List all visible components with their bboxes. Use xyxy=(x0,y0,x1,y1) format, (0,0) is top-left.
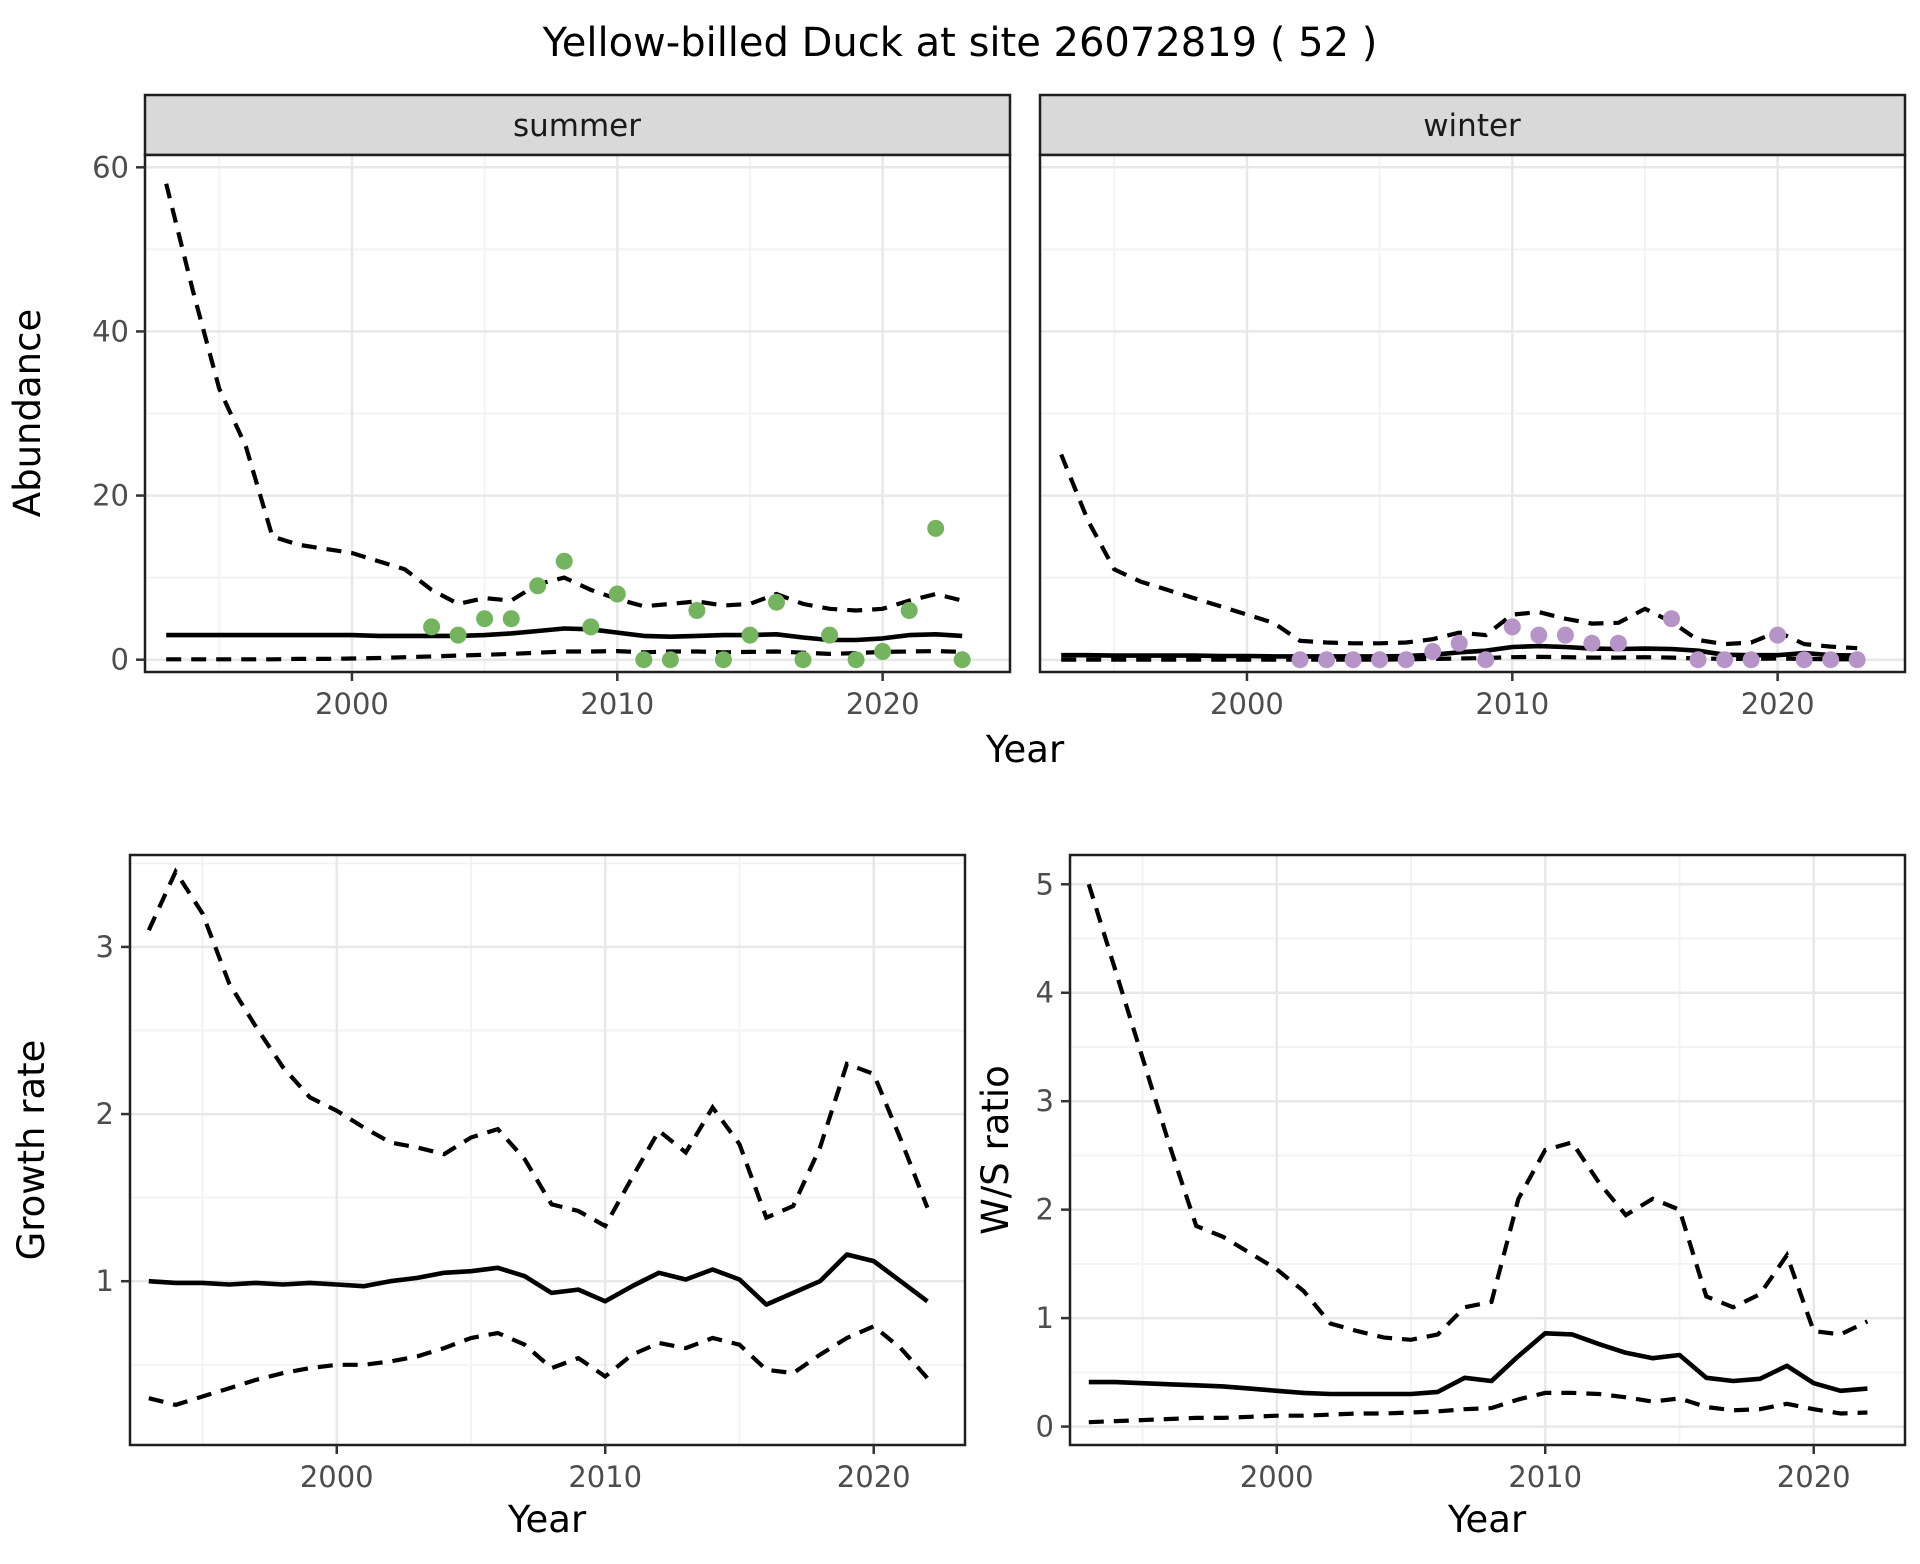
panel-background xyxy=(1070,855,1905,1445)
data-point xyxy=(900,602,918,619)
data-point xyxy=(661,651,679,669)
x-tick-label: 2020 xyxy=(1741,687,1815,721)
data-point xyxy=(582,618,600,636)
y-tick-label: 0 xyxy=(111,643,129,677)
x-axis-title-year-bottom-right: Year xyxy=(1447,1498,1527,1541)
x-tick-label: 2000 xyxy=(1240,1460,1314,1494)
data-point xyxy=(1344,651,1362,669)
data-point xyxy=(635,651,653,669)
ci-lower-line xyxy=(166,648,963,662)
x-tick-label: 2020 xyxy=(837,1460,911,1494)
ci-upper-line xyxy=(146,867,930,1229)
data-point xyxy=(874,643,892,660)
y-axis-title-growth-rate: Growth rate xyxy=(10,1040,53,1261)
y-tick-label: 40 xyxy=(92,314,129,348)
data-point xyxy=(1822,651,1840,669)
x-tick-label: 2010 xyxy=(1475,687,1549,721)
data-point xyxy=(1318,651,1336,669)
y-tick-label: 3 xyxy=(96,930,114,964)
y-tick-label: 0 xyxy=(1036,1410,1054,1444)
facet-strip-winter xyxy=(1038,93,1907,157)
y-tick-label: 60 xyxy=(92,150,129,184)
y-tick-label: 20 xyxy=(92,479,129,513)
median-line xyxy=(148,1252,929,1307)
facet-strip-summer xyxy=(143,93,1012,157)
data-point xyxy=(927,519,945,537)
data-point xyxy=(1503,618,1521,636)
ci-upper-line xyxy=(1086,883,1869,1342)
y-tick-label: 3 xyxy=(1036,1084,1054,1118)
panel-summer: 2000 2010 2020 0 20 40 60 xyxy=(92,150,1012,721)
data-point xyxy=(1477,651,1495,669)
data-point xyxy=(768,593,785,611)
y-tick-label: 2 xyxy=(1036,1193,1054,1227)
x-tick-label: 2020 xyxy=(1777,1460,1851,1494)
data-point xyxy=(502,610,520,628)
panel-background xyxy=(130,855,965,1445)
data-point xyxy=(1424,643,1442,660)
data-point xyxy=(688,602,706,619)
data-point xyxy=(476,610,494,628)
panel-border xyxy=(1038,153,1907,674)
data-point xyxy=(1848,651,1866,669)
ci-lower-line xyxy=(1088,1390,1868,1425)
chart-title: Yellow-billed Duck at site 26072819 ( 52… xyxy=(542,20,1378,66)
data-point xyxy=(1609,634,1627,652)
data-point xyxy=(1371,651,1389,669)
y-axis-title-abundance: Abundance xyxy=(6,309,49,517)
data-point xyxy=(1769,626,1787,644)
data-point xyxy=(1716,651,1734,669)
data-point xyxy=(741,626,759,644)
x-axis-title-year-bottom-left: Year xyxy=(507,1498,587,1541)
data-point xyxy=(529,577,547,595)
data-point xyxy=(794,651,812,669)
panel-border xyxy=(128,853,967,1447)
data-point xyxy=(953,651,971,669)
x-tick-label: 2000 xyxy=(300,1460,374,1494)
panel-border xyxy=(143,153,1012,674)
y-axis-title-ws-ratio: W/S ratio xyxy=(974,1065,1017,1235)
ci-lower-line xyxy=(148,1323,929,1408)
data-point xyxy=(1556,626,1574,644)
data-point xyxy=(1663,610,1680,628)
data-point xyxy=(847,651,865,669)
data-point xyxy=(1795,651,1813,669)
data-point xyxy=(423,618,441,636)
data-point xyxy=(608,585,626,603)
data-point xyxy=(821,626,839,644)
data-point xyxy=(714,651,732,669)
y-tick-label: 1 xyxy=(1036,1301,1054,1335)
median-line xyxy=(1088,1331,1868,1397)
x-axis-title-year-top: Year xyxy=(985,728,1065,771)
panel-winter: 2000 2010 2020 xyxy=(1038,153,1907,721)
facet-strip-summer-label: summer xyxy=(513,108,641,144)
x-tick-label: 2010 xyxy=(1508,1460,1582,1494)
x-tick-label: 2020 xyxy=(846,687,920,721)
data-point xyxy=(1397,651,1415,669)
x-tick-label: 2000 xyxy=(315,687,389,721)
panel-ws-ratio: 2000 2010 2020 0 1 2 3 4 5 xyxy=(1036,853,1907,1494)
data-point xyxy=(1291,651,1309,669)
data-point xyxy=(1742,651,1760,669)
y-tick-label: 4 xyxy=(1036,976,1054,1010)
panel-growth-rate: 2000 2010 2020 1 2 3 xyxy=(96,853,967,1494)
y-tick-label: 2 xyxy=(96,1097,114,1131)
data-point xyxy=(555,552,573,570)
ci-upper-line xyxy=(164,183,963,613)
x-tick-label: 2010 xyxy=(580,687,654,721)
data-point xyxy=(1583,634,1601,652)
data-point xyxy=(1530,626,1548,644)
data-point xyxy=(449,626,467,644)
facet-strip-winter-label: winter xyxy=(1423,108,1521,144)
panel-border xyxy=(1068,853,1907,1447)
y-tick-label: 5 xyxy=(1036,867,1054,901)
y-tick-label: 1 xyxy=(96,1264,114,1298)
ci-upper-line xyxy=(1059,453,1858,651)
data-point xyxy=(1450,634,1468,652)
data-point xyxy=(1689,651,1707,669)
x-tick-label: 2010 xyxy=(568,1460,642,1494)
x-tick-label: 2000 xyxy=(1210,687,1284,721)
